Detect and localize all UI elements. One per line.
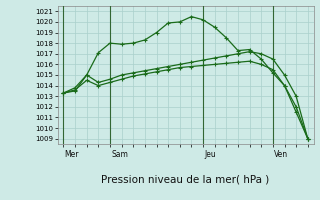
Text: Ven: Ven: [274, 150, 288, 159]
Text: Jeu: Jeu: [204, 150, 216, 159]
Text: Mer: Mer: [65, 150, 79, 159]
Text: Pression niveau de la mer( hPa ): Pression niveau de la mer( hPa ): [101, 174, 270, 184]
Text: Sam: Sam: [111, 150, 128, 159]
